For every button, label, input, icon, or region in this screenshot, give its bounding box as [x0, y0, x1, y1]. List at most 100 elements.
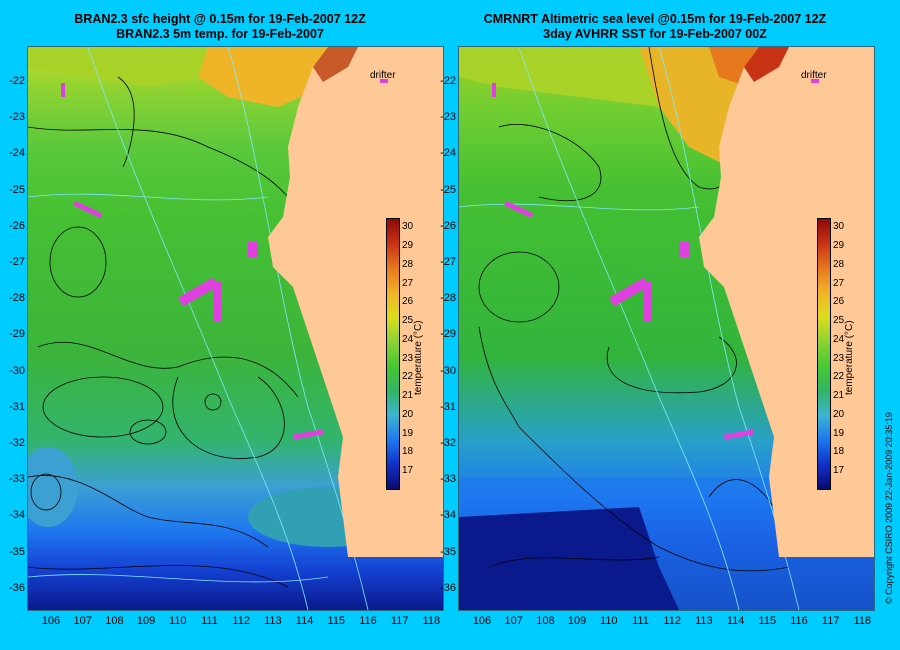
right-lat-tick-label: -35: [440, 545, 456, 558]
left-lon-tick-label: 113: [264, 615, 282, 627]
right-colorbar-tick: 20: [833, 408, 845, 420]
right-lat-tick-label: -28: [440, 292, 456, 305]
right-colorbar-tick: 29: [833, 240, 845, 252]
left-lon-tick-label: 109: [136, 615, 156, 627]
left-lon-tick-label: 111: [201, 615, 218, 627]
left-lon-tick-label: 117: [390, 615, 409, 627]
right-colorbar-tick: 18: [833, 446, 845, 458]
left-colorbar-tick: 17: [402, 465, 414, 477]
right-lon-tick-label: 113: [695, 615, 713, 627]
warm-water-patch: [198, 47, 328, 107]
copyright-text: © Copyright CSIRO 2009 22-Jan-2009 20:35…: [884, 412, 894, 604]
right-colorbar-tick: 23: [833, 352, 845, 364]
right-lat-tick-label: -22: [440, 75, 456, 87]
right-title-line2: 3day AVHRR SST for 19-Feb-2007 00Z: [543, 27, 767, 41]
right-lon-tick-label: 118: [853, 615, 872, 627]
left-lon-tick-label: 112: [232, 615, 250, 627]
left-lat-tick-label: -24: [9, 147, 25, 160]
right-lat-tick-label: -36: [440, 581, 456, 594]
left-colorbar-tick: 27: [402, 277, 414, 289]
left-colorbar-tick: 21: [402, 390, 414, 402]
warm-water-patch-2: [28, 47, 208, 87]
right-title-line1: CMRNRT Altimetric sea level @0.15m for 1…: [483, 12, 827, 26]
left-lat-tick-label: -32: [9, 437, 25, 449]
left-lat-tick-label: -27: [9, 256, 25, 268]
right-lon-tick-label: 114: [726, 615, 745, 627]
right-colorbar-tick: 28: [833, 258, 845, 270]
left-lon-tick-label: 116: [359, 615, 377, 627]
drifter-tracks: [61, 79, 388, 440]
warm-water-patch-2: [459, 47, 659, 107]
left-colorbar-title: temperature (°C): [413, 320, 424, 395]
left-map-title: BRAN2.3 sfc height @ 0.15m for 19-Feb-20…: [5, 12, 435, 42]
right-lon-tick-label: 109: [567, 615, 587, 627]
left-colorbar-tick: 23: [402, 352, 414, 364]
left-lon-tick-label: 106: [41, 615, 61, 627]
left-colorbar-tick: 19: [402, 427, 414, 439]
right-colorbar-tick: 22: [833, 371, 845, 383]
right-colorbar-tick: 19: [833, 427, 845, 439]
left-drifter-label: drifter: [370, 70, 396, 81]
left-colorbar-tick: 18: [402, 446, 414, 458]
right-colorbar: [817, 218, 831, 490]
left-lat-tick-label: -30: [9, 364, 25, 377]
left-colorbar-tick: 25: [402, 315, 414, 327]
right-lon-tick-label: 108: [536, 615, 555, 627]
left-colorbar-tick: 24: [402, 333, 414, 345]
left-colorbar-tick: 22: [402, 371, 414, 383]
left-lat-tick-label: -25: [9, 183, 25, 196]
right-map-svg: [459, 47, 874, 610]
right-colorbar-tick: 17: [833, 465, 845, 477]
cool-eddy: [28, 447, 78, 527]
left-lat-tick-label: -31: [9, 400, 25, 413]
left-title-line2: BRAN2.3 5m temp. for 19-Feb-2007: [116, 27, 324, 41]
right-lon-tick-label: 117: [821, 615, 840, 627]
right-lon-tick-label: 106: [472, 615, 492, 627]
right-colorbar-tick: 21: [833, 390, 845, 402]
left-lon-tick-label: 118: [422, 615, 441, 627]
right-map-title: CMRNRT Altimetric sea level @0.15m for 1…: [440, 12, 870, 42]
left-lon-tick-label: 114: [295, 615, 314, 627]
left-lat-tick-label: -28: [9, 292, 25, 305]
left-lon-tick-label: 108: [105, 615, 124, 627]
left-colorbar-tick: 26: [402, 296, 414, 308]
left-lon-tick-label: 110: [169, 615, 187, 627]
right-lat-tick-label: -25: [440, 183, 456, 196]
right-lon-tick-label: 107: [504, 615, 523, 627]
left-lon-tick-label: 107: [73, 615, 92, 627]
left-lat-tick-label: -26: [9, 219, 25, 232]
right-lat-tick-label: -24: [440, 147, 456, 160]
right-lon-tick-label: 115: [758, 615, 777, 627]
left-lat-tick-label: -36: [9, 581, 25, 594]
right-colorbar-tick: 26: [833, 296, 845, 308]
right-lon-tick-label: 112: [663, 615, 681, 627]
right-lat-tick-label: -31: [440, 400, 456, 413]
right-lat-tick-label: -26: [440, 219, 456, 232]
left-colorbar-tick: 28: [402, 258, 414, 270]
right-lat-tick-label: -34: [440, 509, 456, 522]
land-hot-zone: [744, 47, 789, 82]
left-lat-tick-label: -22: [9, 75, 25, 87]
left-lon-tick-label: 115: [327, 615, 346, 627]
left-colorbar-tick: 30: [402, 221, 414, 233]
left-lat-tick-label: -34: [9, 509, 25, 522]
right-lat-tick-label: -33: [440, 473, 456, 486]
left-lat-tick-label: -35: [9, 545, 25, 558]
left-map-svg: [28, 47, 443, 610]
left-colorbar-tick: 29: [402, 240, 414, 252]
right-lat-tick-label: -27: [440, 256, 456, 268]
right-colorbar-tick: 27: [833, 277, 845, 289]
right-drifter-label: drifter: [801, 70, 827, 81]
right-lat-tick-label: -30: [440, 364, 456, 377]
right-colorbar-tick: 24: [833, 333, 845, 345]
right-lon-tick-label: 116: [790, 615, 808, 627]
right-sst-map: [458, 46, 875, 611]
right-colorbar-tick: 25: [833, 315, 845, 327]
left-title-line1: BRAN2.3 sfc height @ 0.15m for 19-Feb-20…: [74, 12, 366, 26]
right-lon-tick-label: 110: [600, 615, 618, 627]
left-lat-tick-label: -29: [9, 328, 25, 341]
left-lat-tick-label: -23: [9, 111, 25, 124]
left-sst-map: [27, 46, 444, 611]
right-colorbar-title: temperature (°C): [844, 320, 855, 395]
right-colorbar-tick: 30: [833, 221, 845, 233]
